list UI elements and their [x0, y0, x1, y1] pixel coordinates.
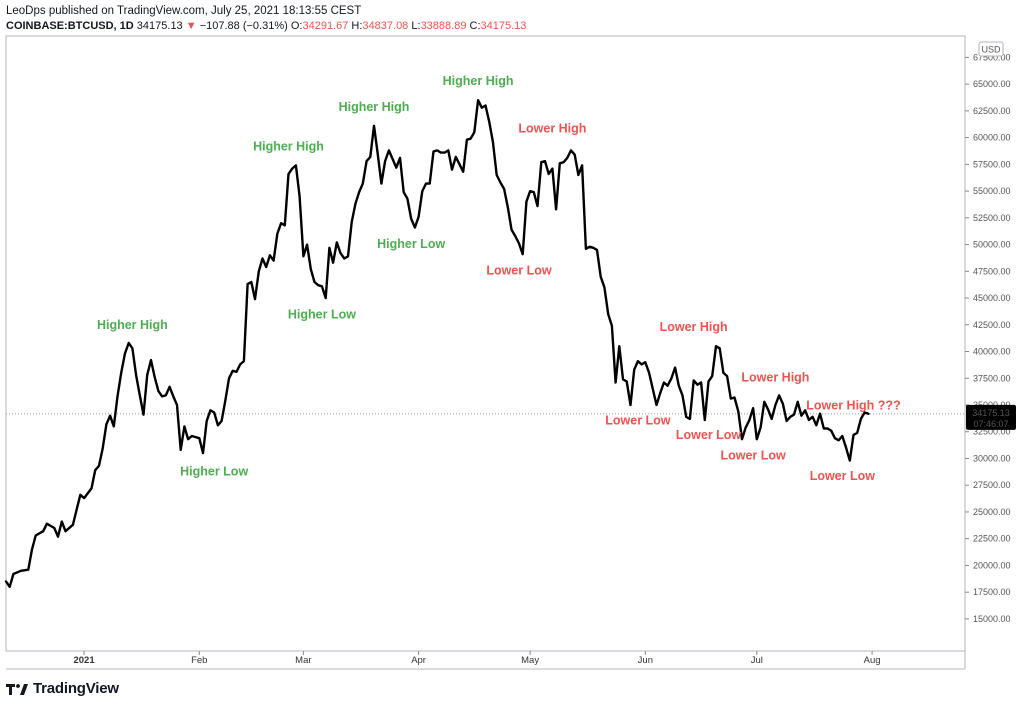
time-tick-label: Aug — [864, 655, 881, 666]
close-value: 34175.13 — [480, 20, 527, 32]
price-tick-label: 32500.00 — [973, 427, 1011, 437]
plot-border — [5, 35, 966, 652]
lower-annotation-label: Lower High — [660, 320, 728, 334]
higher-annotation-label: Higher High — [97, 318, 168, 332]
last-price-tag-timer: 07:46:07 — [973, 419, 1008, 429]
lower-annotation-label: Lower Low — [676, 428, 742, 442]
price-tick-label: 67500.00 — [973, 52, 1011, 62]
ohlc-line: COINBASE:BTCUSD, 1D 34175.13 ▼ −107.88 (… — [6, 19, 526, 34]
time-tick-label: Apr — [411, 655, 426, 666]
down-arrow-icon: ▼ — [185, 20, 197, 32]
chart-frame — [5, 35, 966, 670]
annotations: Higher High Higher Low Higher High Higher L… — [97, 74, 901, 483]
price-tick-label: 17500.00 — [973, 587, 1011, 597]
price-tick-label: 57500.00 — [973, 159, 1011, 169]
time-tick-label: Jul — [751, 655, 763, 666]
close-label: C: — [469, 20, 481, 32]
lower-annotation-label: Lower High ??? — [806, 398, 900, 412]
higher-annotation-label: Higher High — [339, 100, 410, 114]
time-tick-label: Jun — [638, 655, 653, 666]
price-tick-label: 15000.00 — [973, 614, 1011, 624]
price-tick-label: 45000.00 — [973, 293, 1011, 303]
price-tick-label: 42500.00 — [973, 320, 1011, 330]
price-tick-label: 50000.00 — [973, 240, 1011, 250]
low-label: L: — [411, 20, 421, 32]
price-tick-label: 65000.00 — [973, 79, 1011, 89]
price-tick-label: 52500.00 — [973, 213, 1011, 223]
btc-price-line — [4, 99, 870, 588]
price-axis[interactable]: 15000.00 17500.00 20000.00 22500.00 25000.00… — [965, 41, 1011, 624]
symbol-label: COINBASE:BTCUSD, 1D — [6, 20, 134, 32]
currency-badge-label: USD — [981, 45, 1001, 55]
last-price: 34175.13 — [136, 20, 183, 32]
lower-annotation-label: Lower Low — [486, 264, 552, 278]
open-label: O: — [290, 20, 303, 32]
price-tick-label: 60000.00 — [973, 133, 1011, 143]
price-change: −107.88 (−0.31%) — [199, 20, 288, 32]
brand-name[interactable]: TradingView — [33, 680, 119, 697]
time-tick-label: 2021 — [73, 655, 95, 666]
tradingview-logo-icon[interactable] — [6, 682, 28, 696]
high-value: 34837.08 — [362, 20, 409, 32]
last-price-tag — [966, 404, 1016, 430]
higher-annotation-label: Higher High — [253, 139, 324, 153]
price-series — [4, 99, 870, 588]
high-label: H: — [351, 20, 363, 32]
last-price-tag-value: 34175.13 — [972, 408, 1010, 418]
price-tick-label: 40000.00 — [973, 347, 1011, 357]
higher-annotation-label: Higher Low — [377, 237, 445, 251]
open-value: 34291.67 — [302, 20, 349, 32]
publisher-line: LeoDps published on TradingView.com, Jul… — [6, 5, 362, 17]
time-tick-label: Feb — [191, 655, 207, 666]
currency-badge — [978, 41, 1004, 57]
low-value: 33888.89 — [420, 20, 467, 32]
price-chart[interactable]: 15000.00 17500.00 20000.00 22500.00 25000.00… — [0, 0, 1024, 680]
higher-annotation-label: Higher High — [443, 74, 514, 88]
price-tick-label: 37500.00 — [973, 373, 1011, 383]
price-tick-label: 55000.00 — [973, 186, 1011, 196]
price-tick-label: 62500.00 — [973, 106, 1011, 116]
price-tick-label: 30000.00 — [973, 453, 1011, 463]
chart-header: LeoDps published on TradingView.com, Jul… — [6, 4, 526, 34]
time-tick-label: May — [521, 655, 539, 666]
lower-annotation-label: Lower High — [518, 121, 586, 135]
lower-annotation-label: Lower Low — [720, 449, 786, 463]
lower-annotation-label: Lower Low — [810, 469, 876, 483]
higher-annotation-label: Higher Low — [288, 307, 356, 321]
price-tick-label: 27500.00 — [973, 480, 1011, 490]
price-tick-label: 25000.00 — [973, 507, 1011, 517]
price-tick-label: 22500.00 — [973, 534, 1011, 544]
time-axis[interactable]: 2021 Feb Mar Apr May Jun Jul Aug — [73, 651, 881, 666]
lower-annotation-label: Lower High — [741, 370, 809, 384]
time-tick-label: Mar — [295, 655, 311, 666]
lower-annotation-label: Lower Low — [605, 413, 671, 427]
higher-annotation-label: Higher Low — [180, 465, 248, 479]
price-tick-label: 47500.00 — [973, 266, 1011, 276]
footer: TradingView — [6, 680, 119, 697]
price-tick-label: 20000.00 — [973, 560, 1011, 570]
